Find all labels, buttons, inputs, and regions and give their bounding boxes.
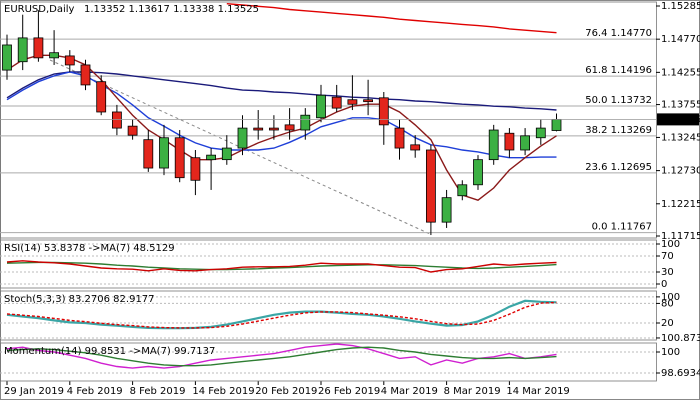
y-tick-label: 1.13755 [661, 100, 700, 111]
candle-body [410, 144, 421, 151]
indicator-line [226, 3, 557, 34]
candle-body [2, 44, 12, 71]
candle-body [253, 127, 264, 131]
candle-body [535, 127, 546, 139]
y-tick-label: 1.13245 [661, 132, 700, 143]
candle-body [488, 129, 499, 161]
panel-frame [0, 1, 657, 239]
fib-label: 76.4 1.14770 [585, 28, 652, 39]
candle-body [143, 139, 154, 169]
y-tick-label: 100 [661, 292, 680, 303]
candle-body [551, 118, 562, 131]
x-tick-label: 26 Feb 2019 [318, 386, 380, 397]
y-tick-label: 100 [661, 347, 680, 358]
candle-body [206, 154, 217, 161]
x-tick-label: 8 Feb 2019 [130, 386, 186, 397]
y-tick-label: 1.12215 [661, 199, 700, 210]
candle-body [127, 125, 138, 136]
y-tick-label: 30 [661, 267, 674, 278]
candle-body [378, 97, 389, 126]
candle-body [159, 137, 169, 169]
candle-body [190, 157, 201, 181]
candle-body [174, 137, 185, 179]
fib-label: 0.0 1.11767 [592, 222, 652, 233]
candle-body [221, 147, 232, 161]
x-tick-label: 14 Mar 2019 [506, 386, 569, 397]
panel-frame [0, 290, 657, 341]
y-tick-label: 98.6934 [661, 368, 700, 379]
chart-subtitle: 1.13352 1.13617 1.13338 1.13525 [84, 4, 259, 15]
candle-body [457, 184, 468, 197]
panel-frame [0, 342, 657, 382]
x-tick-label: 20 Feb 2019 [255, 386, 317, 397]
candle-body [441, 197, 452, 223]
y-tick-label: 0 [661, 279, 667, 290]
indicator-line [6, 71, 557, 111]
y-tick-label: 1.14770 [661, 34, 700, 45]
current-price-box [657, 113, 699, 126]
candle-body [96, 81, 107, 113]
panel-title: RSI(14) 53.8378 ->MA(7) 48.5129 [4, 243, 175, 254]
chart-title: EURUSD,Daily [4, 4, 75, 15]
candle-body [425, 149, 436, 223]
candle-body [64, 55, 75, 66]
indicator-line [6, 301, 557, 329]
y-tick-label: 1.14255 [661, 67, 700, 78]
candle-body [237, 127, 248, 149]
x-tick-label: 14 Feb 2019 [192, 386, 254, 397]
candle-body [49, 52, 59, 59]
fib-trend-line [49, 59, 431, 235]
y-tick-label: 1.11715 [661, 231, 700, 242]
fib-label: 50.0 1.13732 [585, 95, 652, 106]
y-tick-label: 80 [661, 298, 674, 309]
x-tick-label: 4 Mar 2019 [381, 386, 438, 397]
y-tick-label: 1.15285 [661, 1, 700, 12]
candle-body [331, 96, 342, 109]
candle-body [80, 64, 91, 86]
x-tick-label: 8 Mar 2019 [444, 386, 501, 397]
fib-label: 61.8 1.14196 [585, 65, 652, 76]
indicator-line [6, 343, 557, 369]
y-tick-label: 70 [661, 251, 674, 262]
indicator-line [6, 346, 557, 367]
candle-body [520, 135, 530, 151]
panel-title: Momentum(14) 99.8531 ->MA(7) 99.7137 [4, 346, 215, 357]
y-tick-label: 100 [661, 239, 680, 250]
candle-body [504, 132, 515, 151]
y-tick-label: 1.12730 [661, 166, 700, 177]
fib-label: 23.6 1.12695 [585, 162, 652, 173]
candle-body [316, 94, 326, 119]
candle-body [394, 127, 405, 149]
candle-body [300, 114, 311, 131]
x-tick-label: 4 Feb 2019 [67, 386, 123, 397]
candle-body [268, 127, 279, 131]
fib-label: 38.2 1.13269 [585, 125, 652, 136]
x-tick-label: 29 Jan 2019 [4, 386, 64, 397]
y-tick-label: 100.8734 [661, 333, 700, 344]
panel-title: Stoch(5,3,3) 83.2706 82.9177 [4, 294, 155, 305]
candle-body [33, 37, 44, 59]
candle-body [17, 37, 28, 63]
candle-body [112, 111, 122, 129]
candle-body [473, 159, 483, 186]
candle-body [347, 99, 358, 105]
candle-body [363, 99, 374, 103]
y-tick-label: 20 [661, 318, 674, 329]
panel-frame [0, 239, 657, 289]
candle-body [284, 124, 295, 131]
current-price-label: 1.13525 [660, 114, 700, 125]
indicator-line [6, 260, 557, 273]
